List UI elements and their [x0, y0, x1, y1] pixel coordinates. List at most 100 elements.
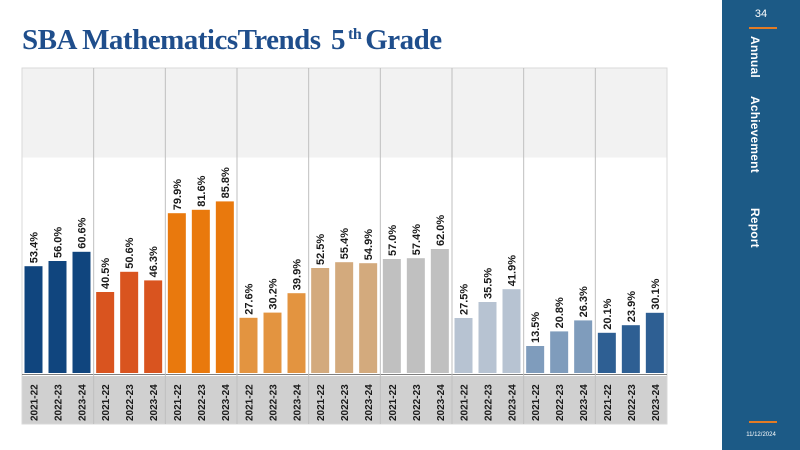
data-label: 26.3% [578, 286, 590, 317]
category-tick-label: 2021-22 [460, 384, 471, 421]
data-label: 60.6% [77, 217, 89, 248]
category-tick-label: 2023-24 [293, 384, 304, 421]
category-tick-label: 2023-24 [651, 384, 662, 421]
category-tick-label: 2022-23 [627, 384, 638, 421]
category-tick-label: 2021-22 [603, 384, 614, 421]
bar [645, 312, 664, 373]
data-label: 55.4% [339, 228, 351, 259]
title-grade-suffix: th [348, 26, 362, 43]
bar [454, 318, 473, 373]
data-label: 30.2% [268, 278, 280, 309]
bar [72, 251, 91, 373]
category-tick-label: 2023-24 [364, 384, 375, 421]
category-tick-label: 2021-22 [245, 384, 256, 421]
category-axis-band [22, 376, 667, 424]
bar [382, 259, 401, 373]
category-tick-label: 2022-23 [484, 384, 495, 421]
category-tick-label: 2022-23 [197, 384, 208, 421]
category-tick-label: 2022-23 [555, 384, 566, 421]
category-tick-label: 2023-24 [78, 384, 89, 421]
data-label: 85.8% [220, 167, 232, 198]
bar [96, 292, 115, 373]
bar [430, 249, 449, 373]
data-label: 50.6% [124, 237, 136, 268]
grouped-bar-chart: 53.4% 2021-22 56.0% 2022-23 60.6% 2023-24 40.5… [21, 67, 668, 425]
data-label: 46.3% [148, 246, 160, 277]
data-label: 41.9% [507, 255, 519, 286]
category-tick-label: 2021-22 [316, 384, 327, 421]
bar [406, 258, 425, 373]
category-tick-label: 2023-24 [149, 384, 160, 421]
bottom-accent-line [749, 421, 777, 423]
bar [574, 320, 593, 373]
title-grade-number: 5 [331, 24, 346, 56]
category-tick-label: 2022-23 [54, 384, 65, 421]
data-label: 62.0% [435, 215, 447, 246]
bar [287, 293, 306, 373]
data-label: 40.5% [100, 258, 112, 289]
bar [239, 317, 258, 373]
bar [48, 261, 67, 373]
bar [144, 280, 163, 373]
bar [621, 325, 640, 373]
page-number: 34 [754, 8, 768, 20]
bar [550, 331, 569, 373]
data-label: 57.0% [387, 225, 399, 256]
data-label: 20.1% [602, 298, 614, 329]
category-tick-label: 2023-24 [579, 384, 590, 421]
data-label: 81.6% [196, 175, 208, 206]
category-tick-label: 2021-22 [173, 384, 184, 421]
bar [502, 289, 521, 373]
data-label: 35.5% [483, 268, 495, 299]
data-label: 27.6% [244, 283, 256, 314]
category-tick-label: 2022-23 [340, 384, 351, 421]
bar [120, 271, 139, 373]
data-label: 57.4% [411, 224, 423, 255]
data-label: 79.9% [172, 179, 184, 210]
title-main: SBA MathematicsTrends [22, 24, 321, 56]
slide-date: 11/12/2024 [746, 432, 776, 438]
bar [597, 332, 616, 373]
bar [191, 209, 210, 373]
bar [359, 263, 378, 373]
category-tick-label: 2023-24 [436, 384, 447, 421]
side-word-report: Report [748, 208, 762, 248]
category-tick-label: 2021-22 [30, 384, 41, 421]
data-label: 54.9% [363, 229, 375, 260]
category-tick-label: 2023-24 [221, 384, 232, 421]
bar [167, 213, 186, 373]
report-label: Annual Achievement Report [732, 34, 792, 264]
bar [263, 312, 282, 373]
side-word-annual: Annual [748, 36, 762, 78]
data-label: 13.5% [530, 312, 542, 343]
bar [24, 266, 43, 373]
top-accent-line [749, 27, 777, 29]
side-panel: 34 Annual Achievement Report 11/12/2024 [722, 0, 800, 450]
bar [526, 346, 545, 373]
category-tick-label: 2022-23 [269, 384, 280, 421]
category-tick-label: 2023-24 [508, 384, 519, 421]
bar [478, 302, 497, 373]
category-tick-label: 2021-22 [101, 384, 112, 421]
chart-frame [21, 67, 668, 425]
data-label: 27.5% [459, 284, 471, 315]
data-label: 23.9% [626, 291, 638, 322]
header-band [22, 68, 667, 158]
side-word-achievement: Achievement [748, 96, 762, 173]
category-tick-label: 2022-23 [125, 384, 136, 421]
bar [215, 201, 234, 373]
category-tick-label: 2021-22 [531, 384, 542, 421]
data-label: 20.8% [554, 297, 566, 328]
data-label: 30.1% [650, 278, 662, 309]
category-tick-label: 2022-23 [412, 384, 423, 421]
title-grade-word: Grade [365, 24, 442, 56]
data-label: 56.0% [53, 227, 65, 258]
data-label: 53.4% [29, 232, 41, 263]
bar [335, 262, 354, 373]
data-label: 52.5% [315, 234, 327, 265]
bar [311, 268, 330, 373]
category-tick-label: 2021-22 [388, 384, 399, 421]
data-label: 39.9% [292, 259, 304, 290]
